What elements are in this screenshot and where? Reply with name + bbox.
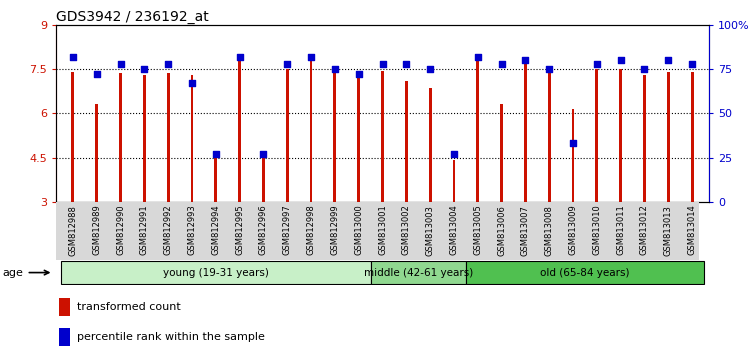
Text: GSM812999: GSM812999: [330, 205, 339, 255]
Bar: [238, 57, 241, 202]
Text: GSM812990: GSM812990: [116, 205, 125, 255]
Text: GSM812998: GSM812998: [307, 205, 316, 256]
Text: GSM813013: GSM813013: [664, 205, 673, 256]
Point: [67, 54, 79, 59]
Bar: [405, 81, 408, 202]
Point: [328, 66, 340, 72]
Text: GSM813003: GSM813003: [426, 205, 435, 256]
Text: GSM812994: GSM812994: [211, 205, 220, 255]
Point: [233, 54, 245, 59]
Bar: [166, 74, 170, 202]
Point: [591, 61, 603, 67]
Text: GSM813012: GSM813012: [640, 205, 649, 256]
FancyBboxPatch shape: [466, 261, 704, 284]
Point: [138, 66, 150, 72]
Bar: [214, 155, 217, 202]
Bar: [500, 104, 503, 202]
Bar: [476, 60, 479, 202]
FancyBboxPatch shape: [61, 261, 370, 284]
Point: [376, 61, 388, 67]
Point: [281, 61, 293, 67]
Point: [615, 57, 627, 63]
Bar: [691, 72, 694, 202]
Point: [257, 151, 269, 157]
Bar: [334, 74, 336, 202]
Point: [115, 61, 127, 67]
Bar: [190, 75, 194, 202]
Text: GSM813006: GSM813006: [497, 205, 506, 256]
Text: middle (42-61 years): middle (42-61 years): [364, 268, 472, 278]
Bar: [667, 72, 670, 202]
Bar: [59, 328, 70, 346]
Text: GDS3942 / 236192_at: GDS3942 / 236192_at: [56, 10, 209, 24]
Bar: [286, 69, 289, 202]
Text: transformed count: transformed count: [76, 302, 181, 312]
Point: [186, 80, 198, 86]
Text: GSM812993: GSM812993: [188, 205, 196, 256]
Text: old (65-84 years): old (65-84 years): [540, 268, 630, 278]
Point: [662, 57, 674, 63]
Text: GSM813001: GSM813001: [378, 205, 387, 256]
FancyBboxPatch shape: [370, 261, 466, 284]
Text: GSM813011: GSM813011: [616, 205, 626, 256]
Text: GSM813009: GSM813009: [568, 205, 578, 256]
Bar: [71, 72, 74, 202]
Bar: [620, 69, 622, 202]
Text: GSM812989: GSM812989: [92, 205, 101, 256]
Point: [448, 151, 460, 157]
Point: [520, 57, 532, 63]
Text: GSM813007: GSM813007: [521, 205, 530, 256]
Text: GSM812988: GSM812988: [68, 205, 77, 256]
Text: GSM812997: GSM812997: [283, 205, 292, 256]
Text: GSM812991: GSM812991: [140, 205, 148, 255]
Bar: [310, 60, 313, 202]
Point: [91, 72, 103, 77]
Point: [352, 72, 364, 77]
Bar: [429, 88, 431, 202]
Text: GSM812992: GSM812992: [164, 205, 172, 255]
Bar: [524, 60, 526, 202]
Text: percentile rank within the sample: percentile rank within the sample: [76, 332, 265, 342]
Text: GSM813008: GSM813008: [544, 205, 554, 256]
Bar: [262, 158, 265, 202]
Bar: [357, 75, 360, 202]
Bar: [95, 104, 98, 202]
Text: GSM813014: GSM813014: [688, 205, 697, 256]
Point: [424, 66, 436, 72]
Point: [472, 54, 484, 59]
Bar: [59, 298, 70, 316]
Bar: [596, 69, 598, 202]
Text: GSM813002: GSM813002: [402, 205, 411, 256]
Text: GSM813010: GSM813010: [592, 205, 602, 256]
Point: [400, 61, 412, 67]
Point: [496, 61, 508, 67]
Bar: [572, 109, 574, 202]
Point: [686, 61, 698, 67]
Text: GSM813005: GSM813005: [473, 205, 482, 256]
Text: GSM812996: GSM812996: [259, 205, 268, 256]
Text: young (19-31 years): young (19-31 years): [163, 268, 268, 278]
Text: GSM813000: GSM813000: [354, 205, 363, 256]
Bar: [643, 75, 646, 202]
Bar: [381, 70, 384, 202]
Point: [210, 151, 222, 157]
Text: GSM813004: GSM813004: [449, 205, 458, 256]
Text: age: age: [3, 268, 49, 278]
Bar: [119, 74, 122, 202]
Bar: [548, 69, 550, 202]
Text: GSM812995: GSM812995: [235, 205, 244, 255]
Bar: [452, 160, 455, 202]
Point: [305, 54, 317, 59]
Point: [638, 66, 650, 72]
Point: [567, 141, 579, 146]
Point: [543, 66, 555, 72]
Bar: [143, 75, 146, 202]
Point: [162, 61, 174, 67]
